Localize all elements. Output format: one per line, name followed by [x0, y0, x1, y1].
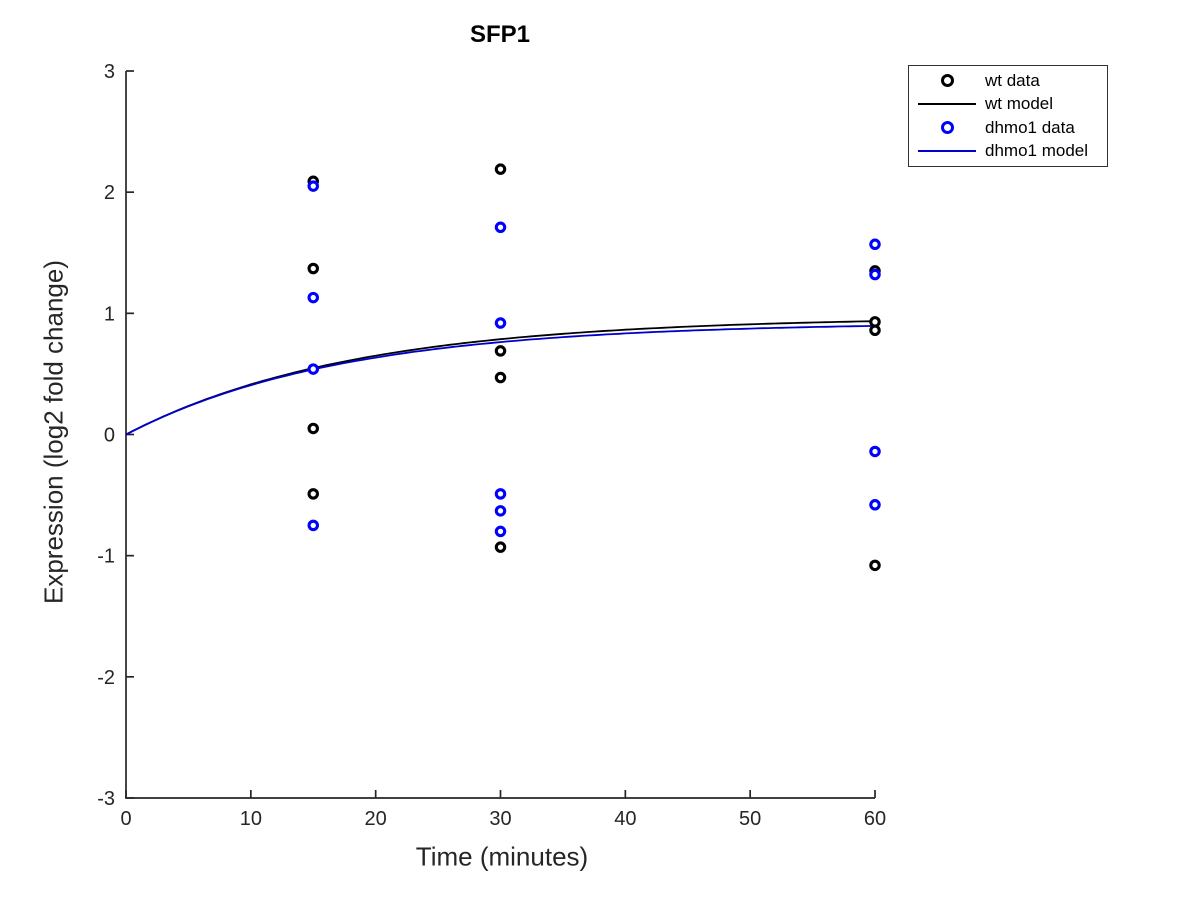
- x-tick-label: 10: [240, 808, 262, 830]
- dhmo1-data-point: [494, 525, 507, 538]
- wt-data-point: [307, 488, 319, 500]
- axes-lines: [125, 71, 875, 799]
- x-tick-label: 30: [489, 808, 511, 830]
- wt-data-point: [494, 371, 507, 384]
- y-tick-label: -2: [97, 667, 115, 689]
- x-tick-label: 20: [365, 808, 387, 830]
- chart-title: SFP1: [469, 21, 531, 48]
- legend-entry-dhmo1-model: dhmo1 model: [909, 140, 1107, 164]
- dhmo1-model-curve: [125, 325, 876, 436]
- wt-data-point: [307, 422, 319, 435]
- x-tick-label: 50: [739, 808, 761, 830]
- legend-entry-wt-data: wt data: [909, 69, 1107, 93]
- dhmo1-data-point: [494, 505, 507, 517]
- wt-data-point: [307, 262, 319, 275]
- legend: wt data wt model dhmo1 data dhmo1 model: [908, 65, 1108, 167]
- legend-entry-wt-model: wt model: [909, 93, 1107, 117]
- y-axis-label: Expression (log2 fold change): [38, 260, 69, 604]
- wt-data-point: [869, 324, 881, 337]
- legend-label: dhmo1 data: [985, 117, 1075, 137]
- y-tick-label: -3: [97, 788, 115, 810]
- dhmo1-data-point: [869, 499, 881, 511]
- y-tick-label: 0: [104, 425, 115, 447]
- y-tick-label: 3: [104, 61, 115, 83]
- dhmo1-data-point: [869, 238, 881, 251]
- dhmo1-data-point: [494, 317, 507, 329]
- wt-model-line-icon: [909, 103, 985, 106]
- dhmo1-data-point: [494, 221, 507, 234]
- x-tick-label: 60: [864, 808, 886, 830]
- x-axis-label: Time (minutes): [415, 841, 589, 872]
- y-tick-label: 1: [104, 303, 115, 325]
- legend-entry-dhmo1-data: dhmo1 data: [909, 116, 1107, 140]
- dhmo1-data-point: [494, 488, 507, 500]
- dhmo1-data-point: [869, 268, 881, 281]
- wt-data-point: [494, 541, 507, 553]
- y-tick-label: 2: [104, 182, 115, 204]
- dhmo1-data-point: [307, 519, 319, 532]
- dhmo1-data-point: [307, 291, 319, 304]
- x-tick-label: 0: [120, 808, 131, 830]
- dhmo1-data-marker-icon: [909, 121, 985, 135]
- legend-label: wt model: [985, 94, 1054, 114]
- dhmo1-data-point: [869, 445, 881, 458]
- y-tick-label: -1: [97, 546, 115, 568]
- dhmo1-data-point: [307, 363, 319, 375]
- x-tick-label: 40: [614, 808, 636, 830]
- wt-data-point: [494, 163, 507, 175]
- legend-label: dhmo1 model: [985, 141, 1089, 161]
- dhmo1-data-point: [307, 180, 319, 192]
- legend-label: wt data: [985, 70, 1040, 90]
- dhmo1-model-line-icon: [909, 150, 985, 153]
- wt-data-point: [494, 345, 507, 357]
- wt-data-point: [869, 559, 881, 572]
- wt-data-marker-icon: [909, 74, 985, 88]
